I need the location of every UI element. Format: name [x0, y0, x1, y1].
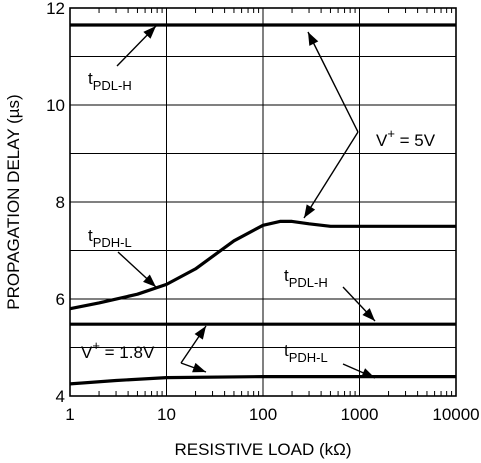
series-line: [69, 219, 456, 311]
annotation-label: V+ = 1.8V: [81, 338, 155, 362]
y-tick-label: 10: [46, 96, 65, 115]
x-tick-label: 1: [65, 405, 74, 424]
x-tick-label: 10000: [432, 405, 479, 424]
annotation-rest: = 5V: [395, 131, 436, 150]
y-axis-title: PROPAGATION DELAY (µs): [4, 94, 23, 309]
annotation-arrows: [116, 25, 376, 379]
plot-frame: [69, 7, 457, 397]
y-tick-label: 6: [56, 290, 65, 309]
arrowhead: [143, 274, 156, 287]
series-lines: [69, 23, 456, 386]
annotation-label: tPDL-H: [88, 69, 132, 93]
tick-labels: 1 10 100 1000 10000 4 6 8 10 12: [46, 0, 480, 424]
annotation-label: V+ = 5V: [376, 126, 436, 150]
arrowhead: [194, 326, 206, 340]
x-tick-label: 10: [157, 405, 176, 424]
annotation-main: t: [284, 266, 289, 285]
annotation-superscript: +: [387, 126, 395, 141]
annotation-main: t: [284, 341, 289, 360]
x-tick-label: 1000: [341, 405, 379, 424]
series-line: [69, 375, 456, 386]
arrowhead: [308, 32, 319, 46]
arrow-leader: [307, 31, 359, 133]
annotation-superscript: +: [92, 338, 100, 353]
x-axis-title: RESISTIVE LOAD (kΩ): [174, 440, 351, 459]
y-tick-label: 4: [56, 387, 65, 406]
y-tick-label: 8: [56, 193, 65, 212]
arrowhead: [192, 362, 206, 373]
annotation-main: t: [88, 226, 93, 245]
annotation-subscript: PDL-H: [93, 78, 132, 93]
y-tick-label: 12: [46, 0, 65, 18]
arrowhead: [143, 26, 156, 39]
annotation-subscript: PDH-L: [289, 350, 328, 365]
annotation-label: tPDL-H: [284, 266, 328, 290]
x-tick-label: 100: [249, 405, 277, 424]
arrowhead: [304, 204, 316, 218]
annotation-subscript: PDH-L: [93, 235, 132, 250]
grid-lines: [69, 7, 457, 397]
annotation-label: tPDH-L: [284, 341, 328, 365]
annotation-rest: = 1.8V: [100, 343, 155, 362]
annotation-main: V: [81, 343, 93, 362]
arrow-leader: [303, 131, 359, 219]
annotation-subscript: PDL-H: [289, 275, 328, 290]
annotation-label: tPDH-L: [88, 226, 132, 250]
annotation-main: t: [88, 69, 93, 88]
arrowhead: [362, 308, 375, 321]
arrowhead: [361, 368, 375, 378]
annotation-main: V: [376, 131, 388, 150]
